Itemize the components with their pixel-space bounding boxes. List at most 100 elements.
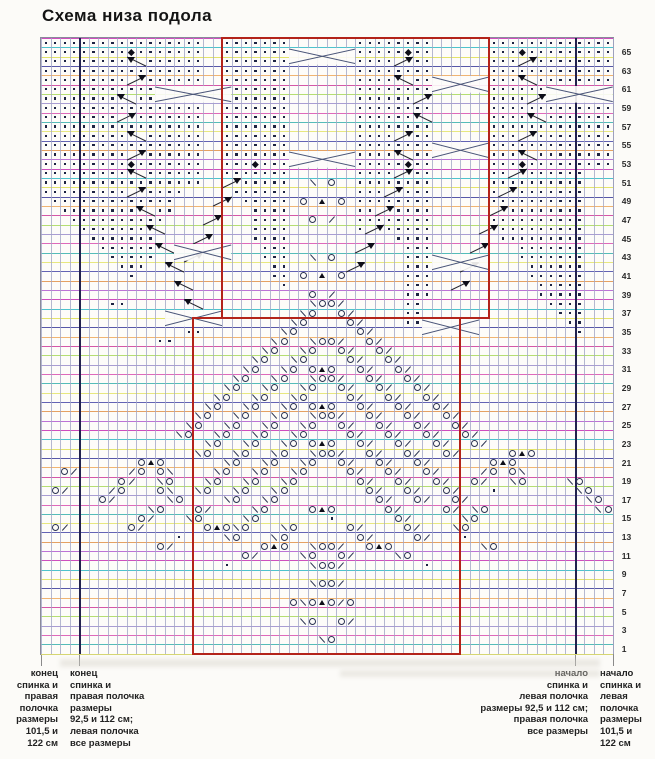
purl-dot-symbol: [98, 159, 108, 168]
purl-dot-symbol: [117, 262, 127, 271]
purl-dot-symbol: [403, 225, 413, 234]
purl-dot-symbol: [413, 131, 423, 140]
purl-dot-symbol: [51, 38, 61, 47]
purl-dot-symbol: [603, 113, 613, 122]
k2tog-symbol: [346, 346, 356, 355]
yarn-over-symbol: [232, 495, 242, 504]
purl-dot-symbol: [70, 187, 80, 196]
purl-dot-symbol: [508, 66, 518, 75]
yarn-over-symbol: [298, 271, 308, 280]
purl-dot-symbol: [279, 66, 289, 75]
purl-dot-symbol: [251, 85, 261, 94]
purl-dot-symbol: [241, 113, 251, 122]
yarn-over-symbol: [241, 551, 251, 560]
cable-cross-icon: [431, 75, 490, 94]
purl-dot-symbol: [41, 178, 51, 187]
yarn-over-symbol: [155, 486, 165, 495]
size-label-line: начало: [554, 668, 588, 679]
yarn-over-symbol: [508, 449, 518, 458]
purl-dot-symbol: [518, 197, 528, 206]
yarn-over-symbol: [270, 458, 280, 467]
purl-dot-symbol: [279, 234, 289, 243]
row-number: 57: [621, 121, 632, 132]
ssk-symbol: [251, 467, 261, 476]
purl-dot-symbol: [222, 560, 232, 569]
purl-dot-symbol: [184, 66, 194, 75]
purl-dot-symbol: [498, 178, 508, 187]
ssk-symbol: [174, 430, 184, 439]
ssk-symbol: [308, 253, 318, 262]
purl-dot-symbol: [222, 169, 232, 178]
yarn-over-symbol: [289, 327, 299, 336]
purl-dot-symbol: [394, 113, 404, 122]
cable-cross-icon: [431, 141, 490, 160]
purl-dot-symbol: [155, 57, 165, 66]
purl-dot-symbol: [556, 178, 566, 187]
k2tog-symbol: [355, 355, 365, 364]
purl-dot-symbol: [575, 57, 585, 66]
cable-wedge-icon: [526, 93, 547, 105]
row-number: 65: [621, 46, 632, 57]
bobble-diamond-symbol: [127, 47, 137, 56]
size-label-line: полочка: [600, 702, 639, 714]
yarn-over-symbol: [213, 402, 223, 411]
yarn-over-symbol: [355, 402, 365, 411]
purl-dot-symbol: [355, 187, 365, 196]
purl-dot-symbol: [41, 66, 51, 75]
purl-dot-symbol: [422, 178, 432, 187]
purl-dot-symbol: [98, 150, 108, 159]
purl-dot-symbol: [98, 215, 108, 224]
purl-dot-symbol: [413, 178, 423, 187]
purl-dot-symbol: [251, 234, 261, 243]
purl-dot-symbol: [60, 57, 70, 66]
yarn-over-symbol: [193, 421, 203, 430]
purl-dot-symbol: [375, 38, 385, 47]
purl-dot-symbol: [279, 57, 289, 66]
purl-dot-symbol: [184, 141, 194, 150]
purl-dot-symbol: [222, 47, 232, 56]
purl-dot-symbol: [136, 47, 146, 56]
k2tog-symbol: [384, 421, 394, 430]
purl-dot-symbol: [146, 215, 156, 224]
purl-dot-symbol: [89, 66, 99, 75]
purl-dot-symbol: [89, 85, 99, 94]
purl-dot-symbol: [603, 150, 613, 159]
purl-dot-symbol: [508, 150, 518, 159]
purl-dot-symbol: [375, 187, 385, 196]
yarn-over-symbol: [584, 486, 594, 495]
purl-dot-symbol: [594, 113, 604, 122]
purl-dot-symbol: [241, 47, 251, 56]
purl-dot-symbol: [527, 225, 537, 234]
purl-dot-symbol: [498, 141, 508, 150]
purl-dot-symbol: [117, 159, 127, 168]
yarn-over-symbol: [403, 523, 413, 532]
yarn-over-symbol: [241, 374, 251, 383]
purl-dot-symbol: [174, 103, 184, 112]
k2tog-symbol: [432, 393, 442, 402]
k2tog-symbol: [70, 467, 80, 476]
purl-dot-symbol: [174, 131, 184, 140]
k2tog-symbol: [365, 477, 375, 486]
purl-dot-symbol: [174, 57, 184, 66]
purl-dot-symbol: [117, 131, 127, 140]
k2tog-symbol: [422, 532, 432, 541]
k2tog-symbol: [355, 393, 365, 402]
purl-dot-symbol: [584, 131, 594, 140]
cable-wedge-icon: [183, 299, 204, 310]
ssk-symbol: [279, 402, 289, 411]
purl-dot-symbol: [489, 75, 499, 84]
bobble-diamond-symbol: [127, 159, 137, 168]
purl-dot-symbol: [546, 159, 556, 168]
purl-dot-symbol: [251, 47, 261, 56]
purl-dot-symbol: [184, 178, 194, 187]
purl-dot-symbol: [279, 131, 289, 140]
double-decrease-symbol: [270, 542, 280, 551]
purl-dot-symbol: [136, 178, 146, 187]
purl-dot-symbol: [394, 103, 404, 112]
purl-dot-symbol: [117, 253, 127, 262]
purl-dot-symbol: [117, 215, 127, 224]
purl-dot-symbol: [251, 113, 261, 122]
purl-dot-symbol: [279, 38, 289, 47]
purl-dot-symbol: [403, 38, 413, 47]
ssk-symbol: [460, 514, 470, 523]
